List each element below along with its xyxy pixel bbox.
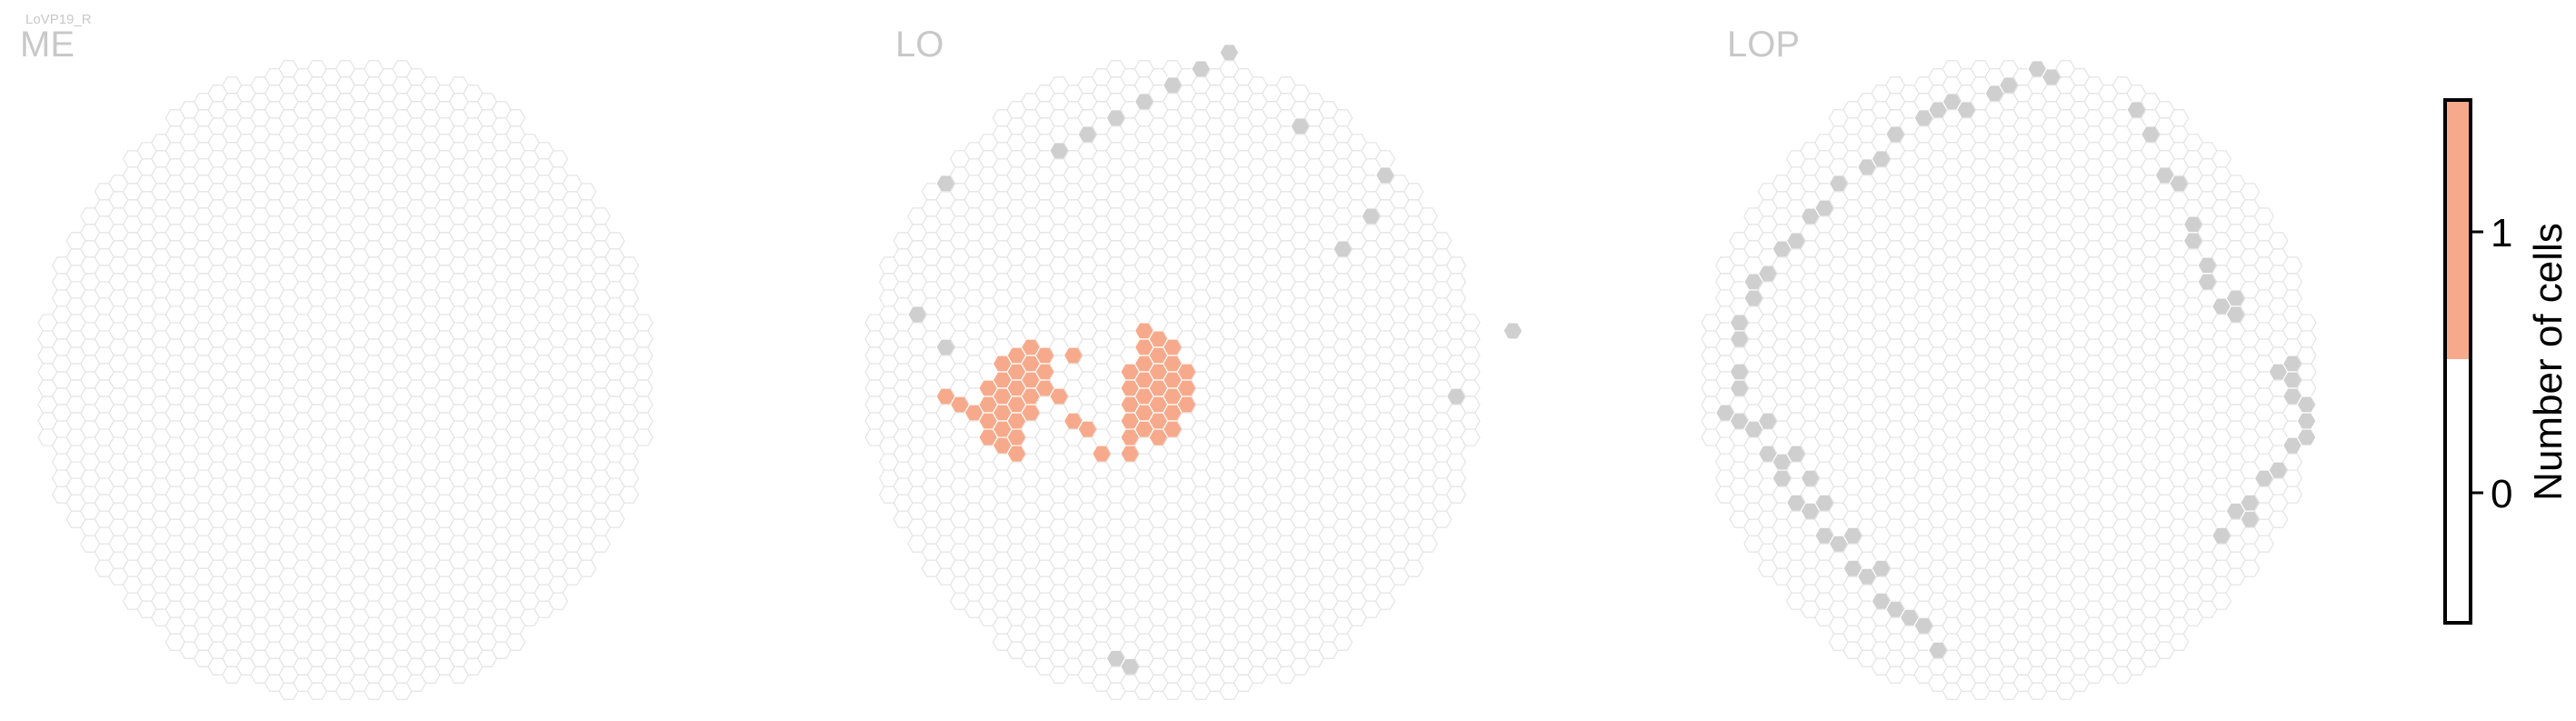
hex-cell-empty: [1333, 109, 1353, 127]
hex-cell-empty: [633, 314, 654, 332]
hex-cell-unreached: [1219, 44, 1240, 62]
hex-cell-empty: [2240, 183, 2261, 201]
hex-cell-unreached: [2296, 428, 2317, 446]
hex-cell-empty: [2211, 592, 2232, 610]
region-title-me: ME: [20, 25, 75, 65]
hex-cell-empty: [1460, 346, 1481, 365]
hex-cell-empty: [2240, 559, 2261, 577]
hex-cell-empty: [2296, 314, 2317, 332]
hex-cell-empty: [1460, 363, 1481, 381]
hex-cell-empty: [1460, 330, 1481, 348]
hex-cell-empty: [633, 346, 654, 365]
hex-cell-empty: [2253, 207, 2274, 225]
hex-cell-empty: [1445, 289, 1467, 307]
cell-type-label: LoVP19_R: [25, 12, 92, 27]
hex-cell-empty: [633, 412, 654, 430]
hex-cell-empty: [2296, 330, 2317, 348]
hex-cell-empty: [1460, 314, 1481, 332]
hex-cell-empty: [1333, 633, 1353, 651]
hex-cell-empty: [1445, 273, 1467, 291]
hex-cell-empty: [590, 207, 611, 225]
hex-cell-empty: [2268, 232, 2289, 250]
hex-cell-empty: [633, 396, 654, 414]
hex-cell-empty: [633, 363, 654, 381]
region-title-lo: LO: [895, 25, 944, 65]
hex-cell-empty: [1417, 207, 1438, 225]
hex-cell-unreached: [2296, 396, 2317, 414]
hex-cell-empty: [1417, 535, 1438, 553]
hex-cell-empty: [1403, 559, 1424, 577]
hex-cell-empty: [1445, 469, 1467, 487]
hex-cell-empty: [633, 428, 654, 446]
hex-cell-empty: [2169, 633, 2190, 651]
hex-cell-unreached: [2296, 412, 2317, 430]
hex-grid-lop: [1701, 60, 2317, 700]
hex-cell-empty: [2281, 453, 2303, 471]
hex-cell-empty: [2281, 469, 2303, 487]
hex-cell-empty: [547, 592, 569, 610]
hex-cell-empty: [1460, 428, 1481, 446]
hex-cell-empty: [2253, 535, 2274, 553]
hex-cell-empty: [1432, 510, 1453, 528]
hex-cell-empty: [2296, 346, 2317, 365]
hex-cell-empty: [1460, 412, 1481, 430]
hex-grid-lo: [864, 44, 1523, 700]
hex-cell-empty: [576, 559, 597, 577]
colorbar-tick-label-1: 1: [2491, 211, 2512, 255]
region-title-lop: LOP: [1727, 25, 1800, 65]
hex-cell-empty: [1460, 379, 1481, 397]
colorbar: 1 0 Number of cells: [2443, 98, 2571, 625]
hex-cell-empty: [2281, 256, 2303, 275]
hex-cell-empty: [2281, 289, 2303, 307]
hex-cell-empty: [618, 273, 640, 291]
region-panel-me: ME: [20, 25, 654, 700]
hex-grid-me: [37, 60, 654, 700]
hex-cell-empty: [1374, 592, 1396, 610]
hex-cell-empty: [633, 379, 654, 397]
hex-cell-empty: [2296, 363, 2317, 381]
hex-cell-empty: [1432, 232, 1453, 250]
hex-cell-empty: [1445, 453, 1467, 471]
hex-cell-empty: [633, 330, 654, 348]
colorbar-segment-0: [2445, 359, 2471, 623]
hex-cell-unreached: [1503, 322, 1523, 340]
hex-cell-empty: [505, 633, 526, 651]
hex-cell-empty: [604, 510, 625, 528]
hex-cell-empty: [618, 453, 640, 471]
hex-cell-empty: [1445, 486, 1467, 504]
hex-cell-empty: [2169, 109, 2190, 127]
hex-cell-empty: [547, 150, 569, 168]
hex-cell-empty: [2296, 379, 2317, 397]
colorbar-label: Number of cells: [2526, 223, 2571, 501]
hex-cell-empty: [1374, 150, 1396, 168]
colorbar-tick-label-0: 0: [2491, 472, 2512, 516]
hex-cell-empty: [2211, 150, 2232, 168]
hex-cell-empty: [2281, 486, 2303, 504]
hex-cell-empty: [2281, 273, 2303, 291]
region-panel-lop: LOP: [1701, 25, 2317, 700]
hex-cell-empty: [1445, 256, 1467, 275]
hex-cell-empty: [604, 232, 625, 250]
hex-cell-empty: [2268, 510, 2289, 528]
region-panel-lo: LO: [864, 25, 1523, 700]
hex-cell-empty: [1403, 183, 1424, 201]
hex-cell-empty: [618, 469, 640, 487]
hex-cell-empty: [576, 183, 597, 201]
hex-cell-empty: [618, 486, 640, 504]
hex-cell-empty: [618, 256, 640, 275]
hex-cell-empty: [1460, 396, 1481, 414]
hex-cell-empty: [590, 535, 611, 553]
hex-cell-empty: [505, 109, 526, 127]
colorbar-segment-1: [2445, 100, 2471, 359]
hex-cell-empty: [618, 289, 640, 307]
